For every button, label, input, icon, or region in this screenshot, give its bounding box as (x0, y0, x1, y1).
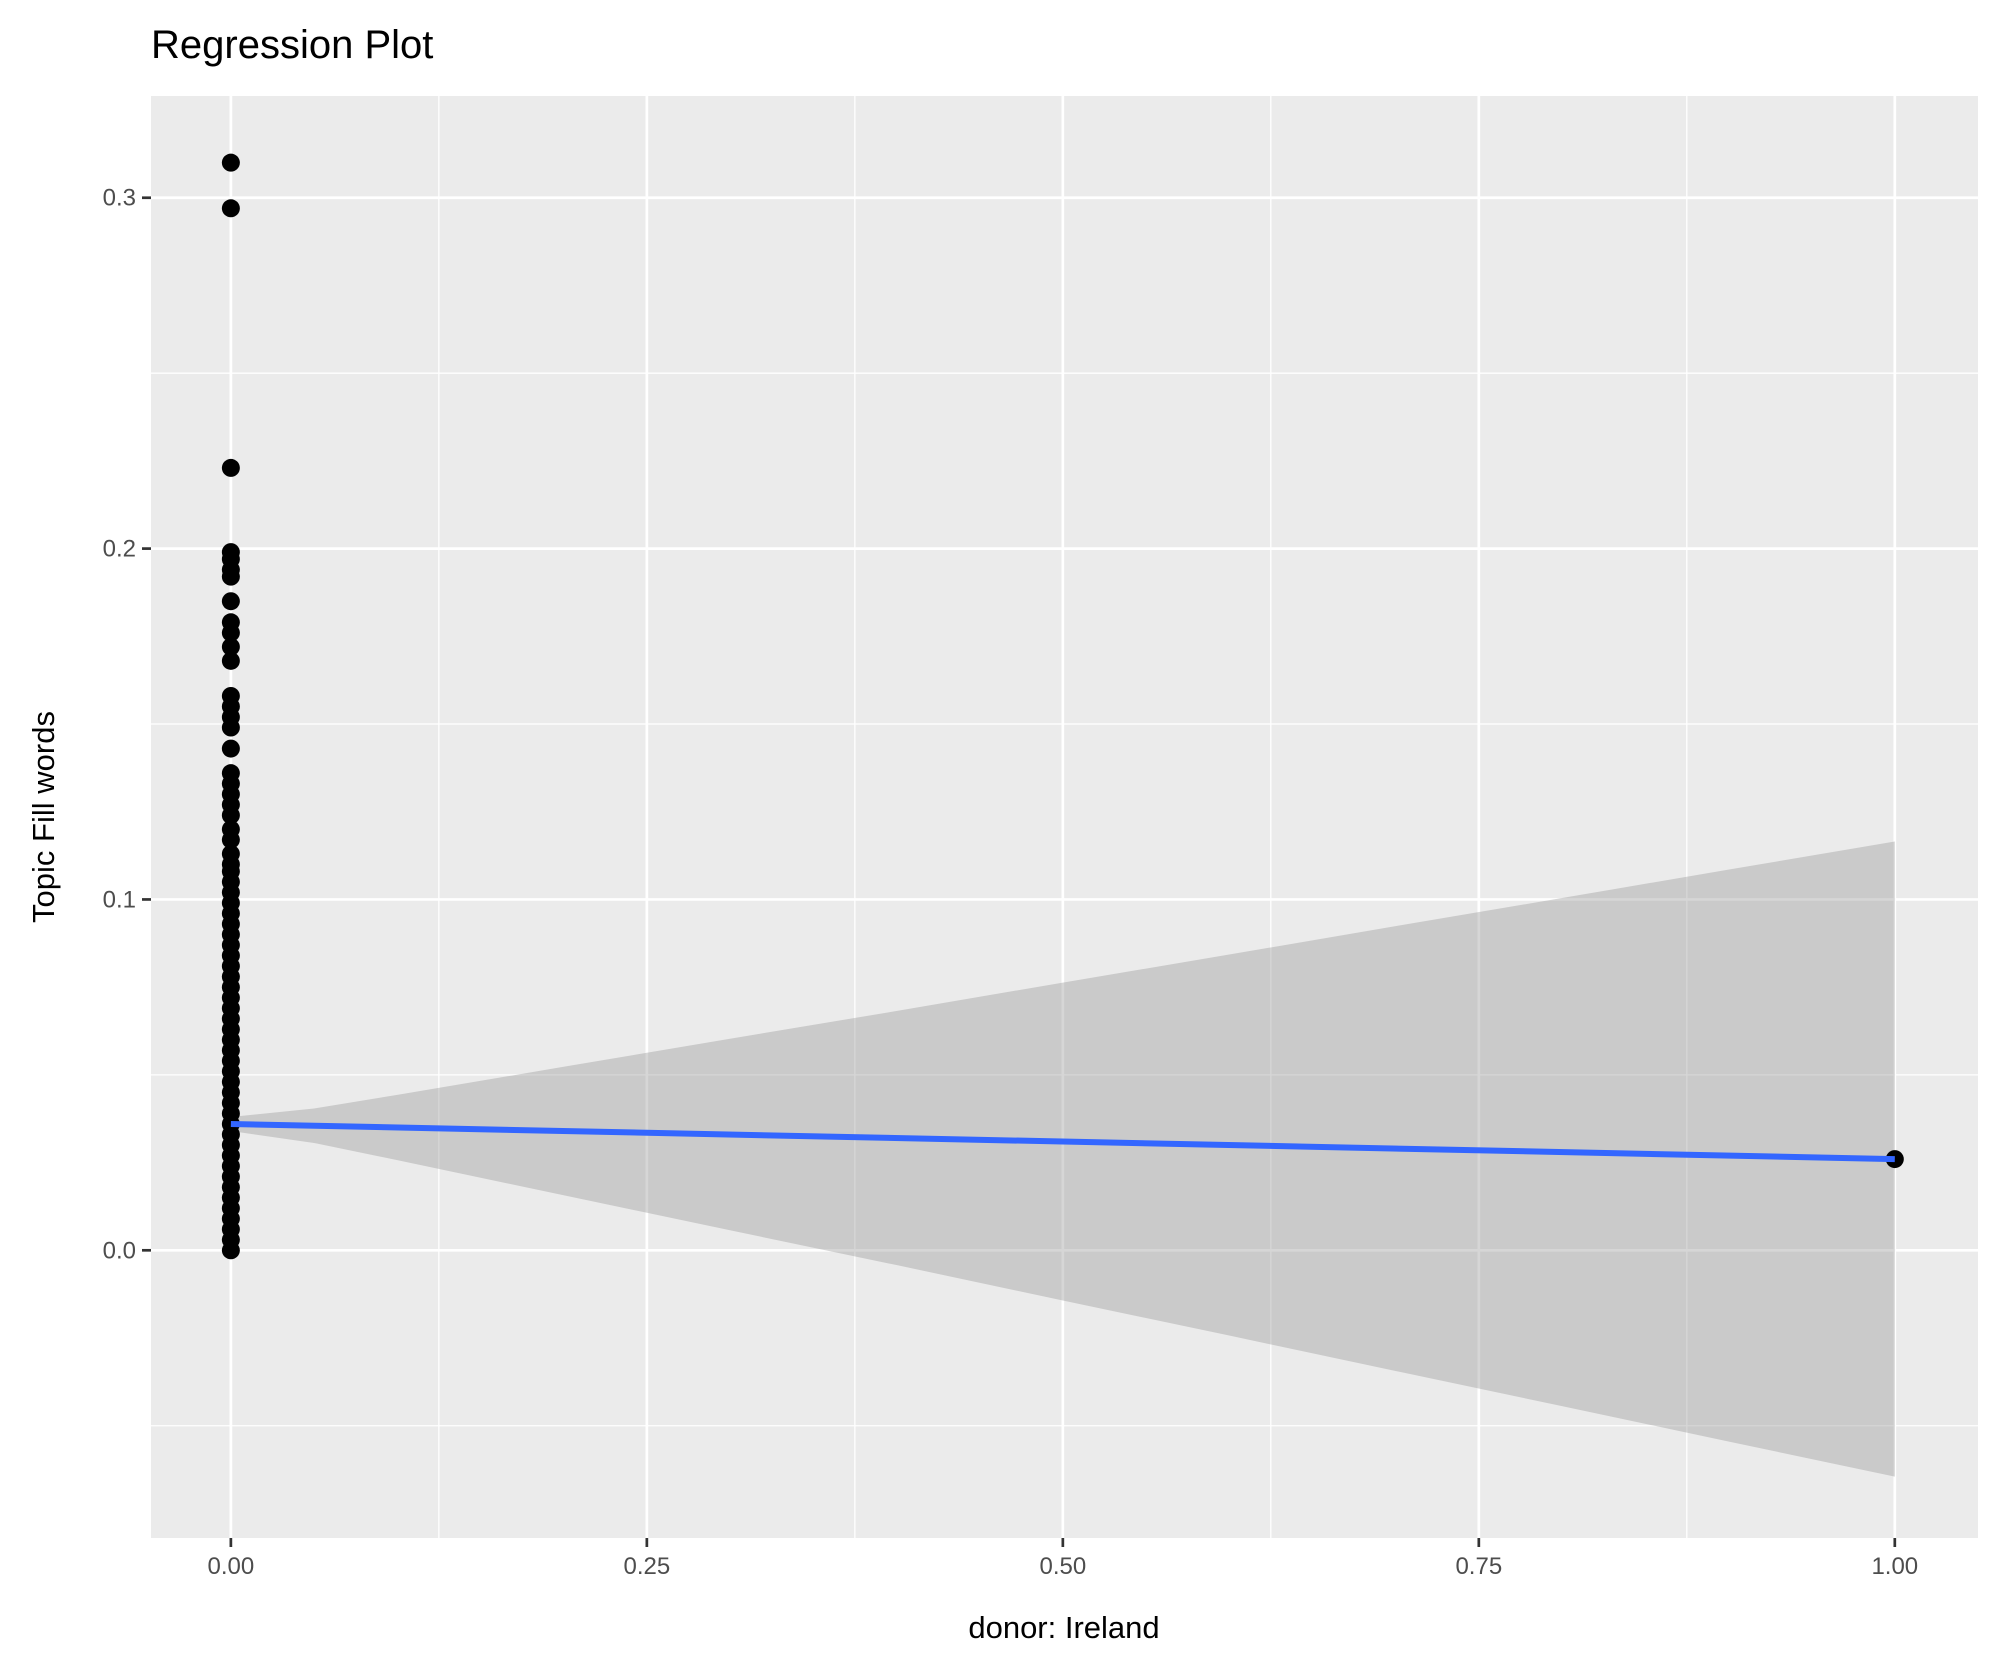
plot-panel (151, 96, 1978, 1538)
data-point (221, 623, 240, 642)
data-point (221, 199, 240, 218)
x-axis-title: donor: Ireland (968, 1610, 1159, 1645)
data-point (221, 739, 240, 758)
y-tick-label: 0.2 (103, 536, 136, 563)
data-point (221, 806, 240, 825)
data-point (221, 718, 240, 737)
x-tick-label: 0.50 (1039, 1553, 1086, 1580)
data-point (221, 651, 240, 670)
data-point (221, 153, 240, 172)
grid-lines (151, 96, 1978, 1538)
y-tick-label: 0.3 (103, 185, 136, 212)
y-tick-label: 0.1 (103, 886, 136, 913)
y-tick-label: 0.0 (103, 1237, 136, 1264)
data-point (221, 637, 240, 656)
regression-line-layer (230, 1120, 1895, 1163)
x-tick-label: 1.00 (1871, 1553, 1918, 1580)
x-tick-label: 0.00 (208, 1553, 255, 1580)
regression-line (230, 1120, 1895, 1163)
confidence-band (230, 841, 1895, 1477)
points-layer (221, 153, 1904, 1260)
x-axis: 0.00 0.25 0.50 0.75 1.00 (208, 1538, 1918, 1580)
x-tick-label: 0.75 (1455, 1553, 1502, 1580)
y-axis-title: Topic Fill words (26, 711, 61, 923)
data-point (221, 458, 240, 477)
chart-title: Regression Plot (151, 23, 433, 67)
x-tick-label: 0.25 (623, 1553, 670, 1580)
data-point (221, 1241, 240, 1260)
data-point (221, 592, 240, 611)
y-axis: 0.0 0.1 0.2 0.3 (103, 185, 151, 1264)
data-point (221, 567, 240, 586)
confidence-band-layer (230, 841, 1895, 1477)
data-point (221, 830, 240, 849)
